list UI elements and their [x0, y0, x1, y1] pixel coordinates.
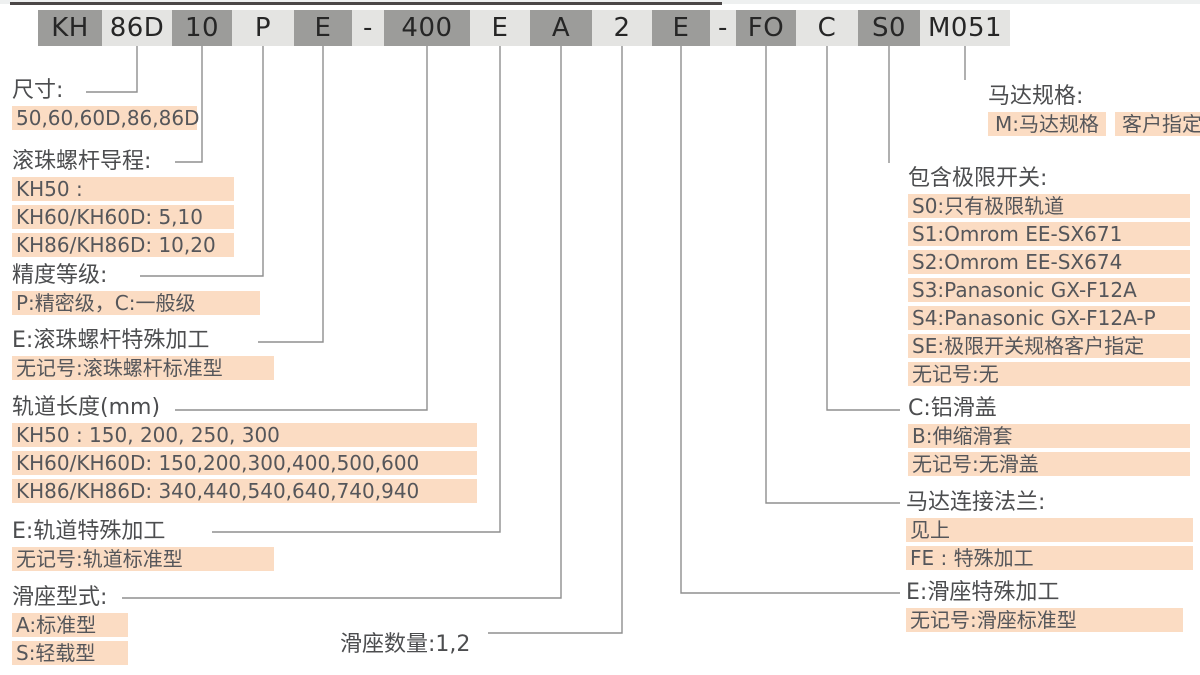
section-title: 包含极限开关: [908, 166, 1048, 191]
section-title: E:滚珠螺杆特殊加工 [12, 328, 210, 353]
section-title: 轨道长度(mm) [12, 395, 161, 420]
section-limit-switch: 包含极限开关: S0:只有极限轨道 S1:Omrom EE-SX671 S2:Omr… [908, 166, 1190, 386]
option-row: KH60/KH60D: 150,200,300,400,500,600 [12, 451, 477, 475]
model-code-strip: KH 86D 10 P E -400 E A 2 E - FO C S0 M051 [38, 10, 1010, 46]
option-row: FE : 特殊加工 [906, 546, 1193, 570]
model-segment: 10 [172, 10, 232, 46]
option-row: S:轻载型 [12, 641, 128, 665]
section-rows: 无记号:滑座标准型 [906, 608, 1183, 632]
section-title: E:滑座特殊加工 [906, 580, 1060, 605]
option-row: 客户指定 [1115, 112, 1200, 136]
option-row: 无记号:无 [908, 362, 1190, 386]
section-rail-special: E:轨道特殊加工 无记号:轨道标准型 [12, 519, 274, 571]
section-title: 滚珠螺杆导程: [12, 149, 152, 174]
option-row: P:精密级，C:一般级 [12, 291, 260, 315]
section-rows: 见上 FE : 特殊加工 [906, 518, 1193, 570]
section-slider-special: E:滑座特殊加工 无记号:滑座标准型 [906, 580, 1183, 632]
section-screw-special: E:滚珠螺杆特殊加工 无记号:滚珠螺杆标准型 [12, 328, 274, 380]
section-rows: KH50 : 150, 200, 250, 300 KH60/KH60D: 150… [12, 423, 477, 503]
option-row: S0:只有极限轨道 [908, 194, 1190, 218]
section-title: 马达连接法兰: [906, 490, 1046, 515]
model-segment: E [491, 13, 509, 43]
option-row: KH86/KH86D: 10,20 [12, 233, 234, 257]
option-row: SE:极限开关规格客户指定 [908, 334, 1190, 358]
option-row: KH50 : 150, 200, 250, 300 [12, 423, 477, 447]
section-title: 精度等级: [12, 263, 108, 288]
section-title: 滑座型式: [12, 585, 108, 610]
section-rows: 无记号:滚珠螺杆标准型 [12, 356, 274, 380]
option-row: S2:Omrom EE-SX674 [908, 250, 1190, 274]
section-rows: B:伸缩滑套 无记号:无滑盖 [908, 424, 1190, 476]
model-segment: C [817, 13, 837, 43]
model-segment: 2 [613, 13, 631, 43]
section-rows: M:马达规格 客户指定 [988, 112, 1200, 136]
leader-slider-special [680, 46, 900, 594]
section-rows: P:精密级，C:一般级 [12, 291, 260, 315]
option-row: 无记号:无滑盖 [908, 452, 1190, 476]
option-row: 50,60,60D,86,86D [12, 106, 199, 130]
option-row: B:伸缩滑套 [908, 424, 1190, 448]
option-row: 无记号:滚珠螺杆标准型 [12, 356, 274, 380]
section-flange: 马达连接法兰: 见上 FE : 特殊加工 [906, 490, 1193, 570]
model-segment: FO [736, 10, 796, 46]
model-segment: E [294, 10, 352, 46]
slider-quantity-label: 滑座数量:1,2 [340, 632, 471, 657]
section-rail-length: 轨道长度(mm) KH50 : 150, 200, 250, 300 KH60/K… [12, 395, 477, 503]
section-screw-lead: 滚珠螺杆导程: KH50 : KH60/KH60D: 5,10 KH86/KH86D… [12, 149, 234, 257]
model-segment: 400 [384, 10, 470, 46]
option-row: S1:Omrom EE-SX671 [908, 222, 1190, 246]
leader-screw-special [258, 46, 324, 343]
section-slider-type: 滑座型式: A:标准型 S:轻载型 [12, 585, 128, 665]
section-size: 尺寸: 50,60,60D,86,86D [12, 78, 199, 130]
section-motor-spec: 马达规格: M:马达规格 客户指定 [988, 84, 1200, 136]
option-row: S4:Panasonic GX-F12A-P [908, 306, 1190, 330]
section-rows: 50,60,60D,86,86D [12, 106, 199, 130]
model-segment: 86D [109, 13, 165, 43]
model-segment: P [254, 13, 272, 43]
model-segment: E [652, 10, 710, 46]
section-accuracy: 精度等级: P:精密级，C:一般级 [12, 263, 260, 315]
option-row: 见上 [906, 518, 1193, 542]
section-title: 尺寸: [12, 78, 64, 103]
model-segment: A [530, 10, 592, 46]
option-row: A:标准型 [12, 613, 128, 637]
option-row: M:马达规格 [988, 112, 1106, 136]
section-rows: S0:只有极限轨道 S1:Omrom EE-SX671 S2:Omrom EE-SX… [908, 194, 1190, 386]
leader-slider-qty [488, 46, 623, 634]
leader-flange [765, 46, 900, 504]
model-segment: KH [38, 10, 102, 46]
section-title: E:轨道特殊加工 [12, 519, 166, 544]
model-segment: S0 [858, 10, 920, 46]
section-rows: KH50 : KH60/KH60D: 5,10 KH86/KH86D: 10,20 [12, 177, 234, 257]
model-segment: - [718, 13, 728, 43]
section-rows: 无记号:轨道标准型 [12, 547, 274, 571]
section-title: C:铝滑盖 [908, 396, 997, 421]
section-cover: C:铝滑盖 B:伸缩滑套 无记号:无滑盖 [908, 396, 1190, 476]
top-border-line [10, 2, 722, 5]
option-row: KH86/KH86D: 340,440,540,640,740,940 [12, 479, 477, 503]
option-row: 无记号:滑座标准型 [906, 608, 1183, 632]
leader-cover [826, 46, 900, 411]
option-row: S3:Panasonic GX-F12A [908, 278, 1190, 302]
section-rows: A:标准型 S:轻载型 [12, 613, 128, 665]
option-row: KH60/KH60D: 5,10 [12, 205, 234, 229]
section-title: 马达规格: [988, 84, 1084, 109]
model-segment: - [363, 13, 373, 43]
model-segment: M051 [927, 13, 1003, 43]
option-row: KH50 : [12, 177, 234, 201]
option-row: 无记号:轨道标准型 [12, 547, 274, 571]
